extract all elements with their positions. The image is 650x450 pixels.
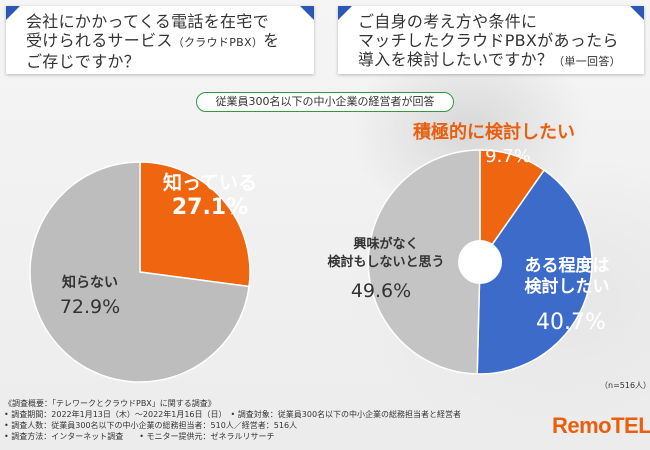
slice-label-known: 知っている [162,172,258,194]
slice-label-not-interested: 興味がなく 検討もしないと思う [327,237,445,270]
pie-slice-unknown [29,161,250,383]
corner-accent [630,6,644,20]
footer-line: 《調査概要：「テレワークとクラウドPBX」に関する調査》 [4,399,216,408]
slice-value-known: 27.1% [171,195,249,220]
question-2-box: ご自身の考え方や条件に マッチしたクラウドPBXがあったら 導入を検討したいです… [338,6,644,74]
corner-accent [300,6,314,20]
pie-center-hole [458,240,502,284]
corner-accent [6,6,20,20]
pie-slice-not-interested [367,149,481,375]
slice-label-somewhat: ある程度は 検討したい [524,256,610,297]
pie-slice-known [139,161,251,288]
pie-chart-awareness [29,161,251,383]
footer-line: • 調査方法：インターネット調査 • モニター提供元：ゼネラルリサーチ [4,432,275,441]
slice-label-positive: 積極的に検討したい [413,122,575,143]
question-1-box: 会社にかかってくる電話を在宅で 受けられるサービス（クラウドPBX）を ご存じで… [6,6,314,74]
question-2-text: ご自身の考え方や条件に マッチしたクラウドPBXがあったら 導入を検討したいです… [358,12,621,69]
pie-chart-intent [367,149,593,375]
remotel-logo: RemoTEL [552,413,650,438]
pie-slice-somewhat [476,169,593,375]
slice-label-unknown: 知らない [62,275,118,291]
respondent-banner: 従業員300名以下の中小企業の経営者が回答 [196,92,454,112]
footer-line: • 調査期間：2022年1月13日（木）〜2022年1月16日（日） • 調査対… [4,410,462,419]
slice-value-unknown: 72.9% [59,296,121,318]
footer-line: • 調査人数：従業員300名以下の中小企業の総務担当者：510人／経営者：516… [4,421,298,430]
slice-value-positive: 9.7% [485,146,531,167]
corner-accent [338,6,352,20]
slice-value-somewhat: 40.7% [536,310,606,335]
survey-footer: 《調査概要：「テレワークとクラウドPBX」に関する調査》 • 調査期間：2022… [4,398,534,442]
question-1-text: 会社にかかってくる電話を在宅で 受けられるサービス（クラウドPBX）を ご存じで… [26,12,280,71]
slice-value-not-interested: 49.6% [350,280,412,302]
sample-size: （n=516人） [600,381,650,390]
